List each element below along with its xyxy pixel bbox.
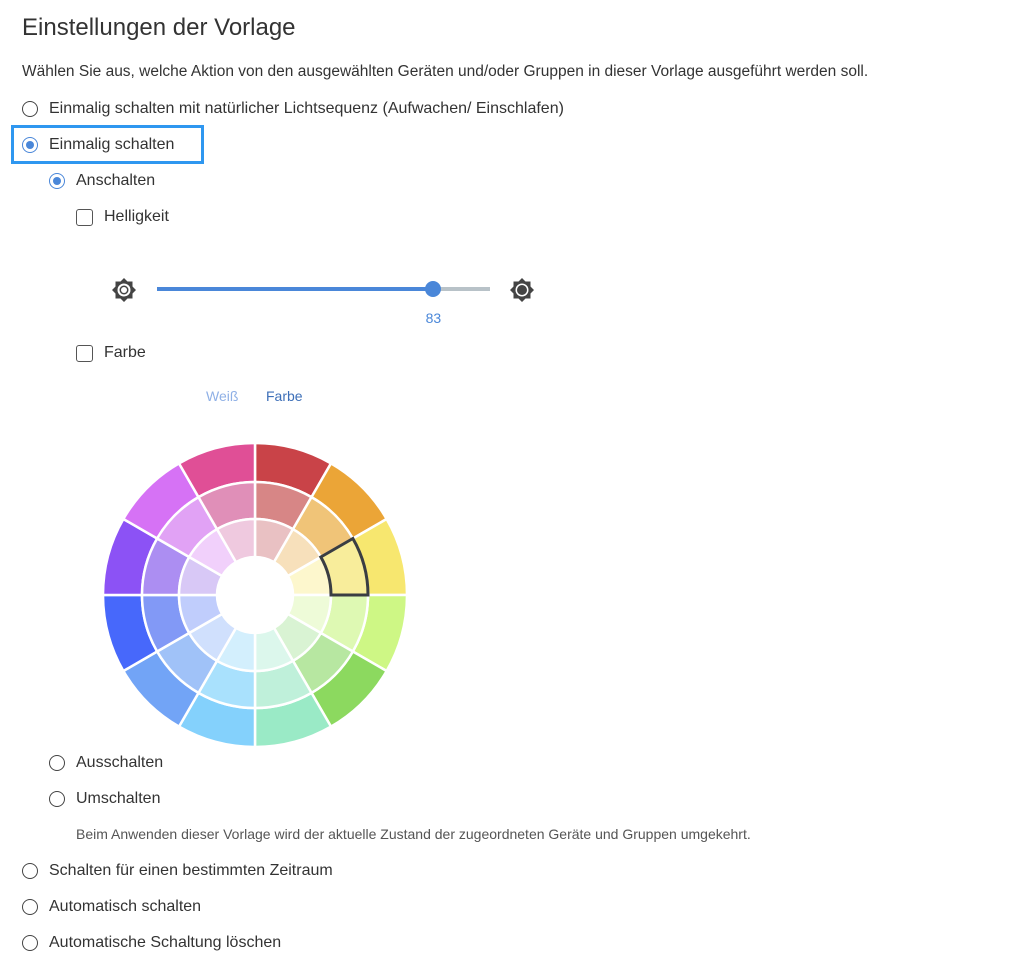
radio[interactable] bbox=[22, 863, 38, 879]
slider-value: 83 bbox=[425, 310, 442, 326]
option-label: Automatische Schaltung löschen bbox=[49, 934, 282, 951]
option-label: Umschalten bbox=[76, 790, 161, 807]
option-label: Einmalig schalten bbox=[49, 136, 175, 153]
brightness-slider-track[interactable] bbox=[157, 281, 490, 297]
brightness-low-icon bbox=[112, 278, 136, 302]
radio[interactable] bbox=[49, 791, 65, 807]
option-turn-on[interactable]: Anschalten bbox=[49, 170, 155, 192]
slider-thumb[interactable] bbox=[425, 281, 442, 297]
option-delete-automatic[interactable]: Automatische Schaltung löschen bbox=[22, 932, 281, 954]
tab-white[interactable]: Weiß bbox=[206, 388, 239, 404]
option-automatic[interactable]: Automatisch schalten bbox=[22, 896, 201, 918]
color-wheel[interactable] bbox=[100, 440, 410, 750]
option-toggle[interactable]: Umschalten bbox=[49, 788, 160, 810]
option-label: Schalten für einen bestimmten Zeitraum bbox=[49, 862, 333, 879]
tab-color[interactable]: Farbe bbox=[266, 388, 303, 404]
option-period[interactable]: Schalten für einen bestimmten Zeitraum bbox=[22, 860, 333, 882]
description: Wählen Sie aus, welche Aktion von den au… bbox=[22, 63, 869, 80]
radio-selected[interactable] bbox=[49, 173, 65, 189]
focus-outline bbox=[11, 125, 204, 164]
radio[interactable] bbox=[22, 101, 38, 117]
radio-selected[interactable] bbox=[22, 137, 38, 153]
brightness-checkbox[interactable]: Helligkeit bbox=[76, 206, 169, 228]
option-label: Ausschalten bbox=[76, 754, 164, 771]
brightness-high-icon bbox=[510, 278, 534, 302]
option-turn-off[interactable]: Ausschalten bbox=[49, 752, 163, 774]
option-natural-sequence[interactable]: Einmalig schalten mit natürlicher Lichts… bbox=[22, 98, 564, 120]
selected-swatch-outline bbox=[318, 536, 370, 597]
option-label: Automatisch schalten bbox=[49, 898, 202, 915]
checkbox[interactable] bbox=[76, 344, 93, 362]
toggle-hint: Beim Anwenden dieser Vorlage wird der ak… bbox=[76, 826, 751, 842]
option-label: Anschalten bbox=[76, 172, 156, 189]
option-label: Einmalig schalten mit natürlicher Lichts… bbox=[49, 100, 564, 117]
slider-fill bbox=[157, 287, 434, 291]
checkbox-label: Farbe bbox=[104, 344, 146, 361]
checkbox[interactable] bbox=[76, 208, 93, 226]
option-once[interactable]: Einmalig schalten bbox=[22, 134, 174, 156]
checkbox-label: Helligkeit bbox=[104, 208, 169, 225]
radio[interactable] bbox=[22, 935, 38, 951]
color-swatch-inner-11[interactable] bbox=[215, 517, 257, 564]
radio[interactable] bbox=[22, 899, 38, 915]
color-checkbox[interactable]: Farbe bbox=[76, 342, 146, 364]
radio[interactable] bbox=[49, 755, 65, 771]
page-title: Einstellungen der Vorlage bbox=[22, 14, 296, 41]
